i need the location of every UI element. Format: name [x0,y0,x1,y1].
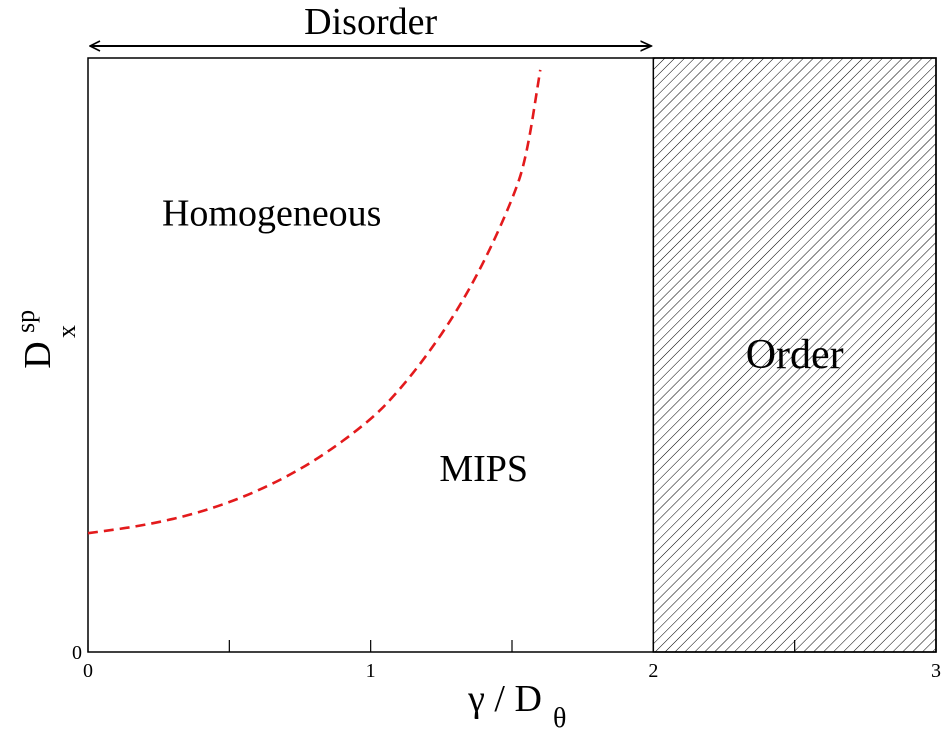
y-axis-label-main: D [17,341,59,368]
x-tick-label: 2 [648,660,658,682]
disorder-label: Disorder [304,1,437,43]
x-axis-label-main: γ / D [467,678,542,720]
mips-label: MIPS [439,448,528,490]
mips-boundary-curve [87,69,542,535]
x-axis-label-subscript: θ [553,703,566,734]
y-tick-label: 0 [72,642,82,664]
x-tick-label: 0 [83,660,93,682]
order-region-hatch [652,57,937,653]
x-tick-label: 1 [366,660,376,682]
y-axis-label-superscript: sp [11,310,40,333]
homogeneous-label: Homogeneous [162,192,382,234]
axis-ticks [87,640,937,652]
y-axis-label-subscript: x [52,325,81,338]
order-label: Order [746,332,844,378]
x-axis-label: γ / D θ [467,678,566,734]
y-axis-label: D x sp [11,310,81,369]
x-tick-label: 3 [931,660,941,682]
